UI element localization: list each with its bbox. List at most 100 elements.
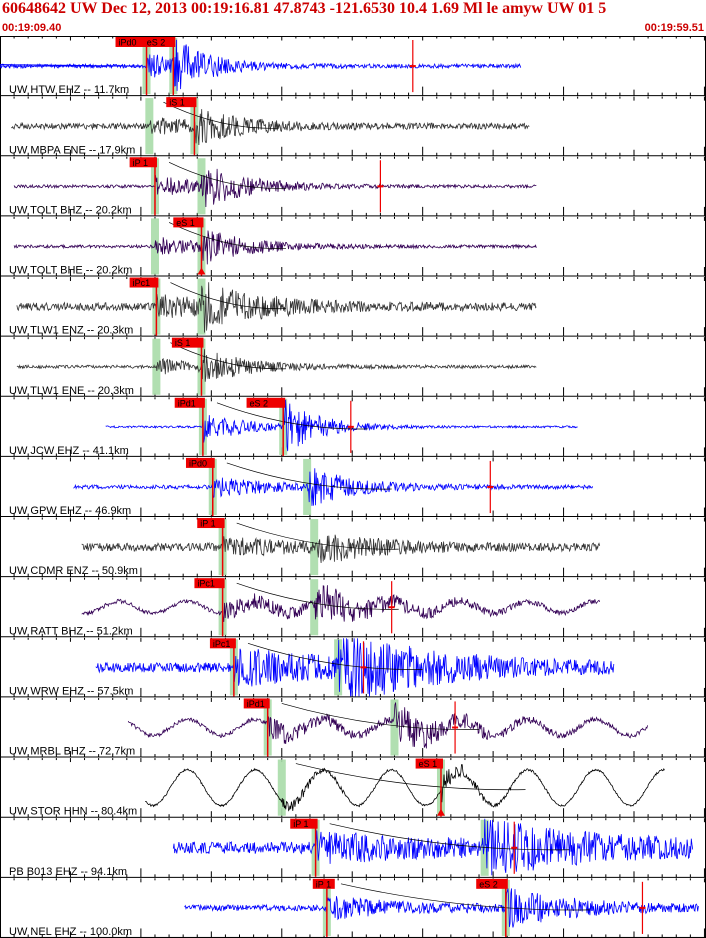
trace-row-3: eS 1 UW TOLT BHE -- 20.2km xyxy=(0,216,706,277)
pick-triangle xyxy=(197,267,206,275)
phase-curve xyxy=(329,823,570,851)
pick-label: eS 1 xyxy=(419,759,438,769)
station-label: UW RATT BHZ -- 51.2km xyxy=(9,625,133,637)
pick-triangle xyxy=(436,808,445,816)
trace-row-5: iS 1 UW TLW1 ENE -- 20.3km xyxy=(0,337,706,397)
pick-window xyxy=(390,699,399,756)
waveform xyxy=(16,282,537,333)
trace-row-12: eS 1 UW STOR HHN -- 80.4km xyxy=(0,758,706,818)
pick-label: iPc1 xyxy=(197,579,215,589)
pick-label-box xyxy=(194,578,225,589)
station-label: UW TOLT BHZ -- 20.2km xyxy=(9,204,132,216)
station-label: UW GPW EHZ -- 46.9km xyxy=(9,505,131,517)
pick-label-box xyxy=(290,818,318,829)
pick-label-box xyxy=(197,518,225,529)
pick-label-box xyxy=(174,397,205,408)
waveform xyxy=(73,468,594,506)
pick-window xyxy=(150,218,159,275)
waveform xyxy=(13,168,537,208)
pick-label: iPd0 xyxy=(119,38,137,48)
trace-rows: iPd0 eS 2 UW HTW EHZ -- 11.7km iS 1 UW MBPA … xyxy=(0,36,706,938)
waveform xyxy=(145,764,665,812)
trace-row-8: iP 1 UW CDMR ENZ -- 50.9km xyxy=(0,517,706,578)
trace-row-0: iPd0 eS 2 UW HTW EHZ -- 11.7km xyxy=(0,36,706,96)
pick-label-box xyxy=(209,638,236,649)
waveform xyxy=(81,585,601,622)
station-label: UW JCW EHZ -- 41.1km xyxy=(9,445,129,457)
waveform xyxy=(127,702,648,749)
station-label: UW NEL EHZ -- 100.0km xyxy=(9,926,132,938)
phase-curve xyxy=(168,161,287,189)
event-title: 60648642 UW Dec 12, 2013 00:19:16.81 47.… xyxy=(2,0,607,17)
pick-label-box xyxy=(246,397,286,408)
phase-curve xyxy=(247,642,423,670)
phase-curve xyxy=(295,763,526,791)
trace-row-14: iP 1 eS 2 UW NEL EHZ -- 100.0km xyxy=(0,878,706,938)
pick-label-box xyxy=(415,758,443,769)
pick-label: iPd0 xyxy=(189,458,207,468)
pick-label-box xyxy=(129,157,157,168)
station-label: UW HTW EHZ -- 11.7km xyxy=(9,84,129,96)
phase-curve xyxy=(236,522,399,550)
station-label: UW TOLT BHE -- 20.2km xyxy=(9,265,132,277)
pick-label: iPc1 xyxy=(133,278,151,288)
phase-curve xyxy=(340,883,591,911)
waveform xyxy=(11,109,530,146)
pick-label-box xyxy=(143,37,176,47)
waveform xyxy=(13,230,537,265)
pick-label-box xyxy=(166,97,197,108)
station-label: UW MRBL BHZ -- 72.7km xyxy=(9,746,135,758)
station-label: PB B013 EHZ -- 94.1km xyxy=(9,866,127,878)
pick-label: iPc1 xyxy=(213,639,231,649)
pick-label: eS 2 xyxy=(250,398,269,408)
phase-curve xyxy=(168,222,287,249)
pick-label: iPd1 xyxy=(178,398,196,408)
phase-curve xyxy=(236,582,399,610)
pick-label: iP 1 xyxy=(316,879,331,889)
record-header: 60648642 UW Dec 12, 2013 00:19:16.81 47.… xyxy=(0,0,706,36)
pick-label-box xyxy=(129,277,159,288)
pick-label: eS 2 xyxy=(147,38,166,48)
waveform xyxy=(81,534,601,564)
time-end-label: 00:19:59.51 xyxy=(644,22,704,34)
pick-label-box xyxy=(243,698,270,709)
station-label: UW TLW1 ENE -- 20.3km xyxy=(9,385,134,397)
waveform xyxy=(184,888,699,928)
trace-row-11: iPd1 UW MRBL BHZ -- 72.7km xyxy=(0,697,706,758)
pick-label: iP 1 xyxy=(200,519,215,529)
waveform xyxy=(16,349,537,382)
pick-window xyxy=(277,759,286,816)
station-label: UW CDMR ENZ -- 50.9km xyxy=(9,565,138,577)
pick-label: iPd1 xyxy=(247,699,265,709)
station-label: UW STOR HHN -- 80.4km xyxy=(9,806,137,818)
waveform xyxy=(172,818,694,876)
trace-row-2: iP 1 UW TOLT BHZ -- 20.2km xyxy=(0,156,706,217)
pick-label: iS 1 xyxy=(169,98,185,108)
pick-label-box xyxy=(115,37,149,47)
pick-label-box xyxy=(476,878,508,889)
phase-curve xyxy=(226,462,392,490)
trace-row-10: iPc1 UW WRW EHZ -- 57.5km xyxy=(0,637,706,698)
phase-curve xyxy=(170,282,287,310)
seismogram-plot: iPd0 eS 2 UW HTW EHZ -- 11.7km iS 1 UW MBPA … xyxy=(0,36,706,938)
pick-label-box xyxy=(171,337,204,348)
waveform xyxy=(105,399,578,452)
pick-label-box xyxy=(312,878,335,889)
waveform xyxy=(95,638,615,697)
trace-row-13: iP 1 PB B013 EHZ -- 94.1km xyxy=(0,818,706,878)
station-label: UW WRW EHZ -- 57.5km xyxy=(9,685,133,697)
pick-label: eS 1 xyxy=(176,218,195,228)
station-label: UW TLW1 ENZ -- 20.3km xyxy=(9,325,133,337)
time-start-label: 00:19:09.40 xyxy=(2,22,62,34)
waveform xyxy=(0,39,522,91)
pick-label: iP 1 xyxy=(293,819,308,829)
pick-label: iS 1 xyxy=(175,338,191,348)
phase-curve xyxy=(163,101,279,129)
station-label: UW MBPA ENE -- 17.9km xyxy=(9,144,135,156)
phase-curve xyxy=(170,342,287,370)
phase-curve xyxy=(216,402,368,430)
trace-row-4: iPc1 UW TLW1 ENZ -- 20.3km xyxy=(0,277,706,337)
trace-row-1: iS 1 UW MBPA ENE -- 17.9km xyxy=(0,96,706,156)
pick-label: iP 1 xyxy=(133,158,148,168)
trace-row-6: iPd1 eS 2 UW JCW EHZ -- 41.1km xyxy=(0,397,706,457)
